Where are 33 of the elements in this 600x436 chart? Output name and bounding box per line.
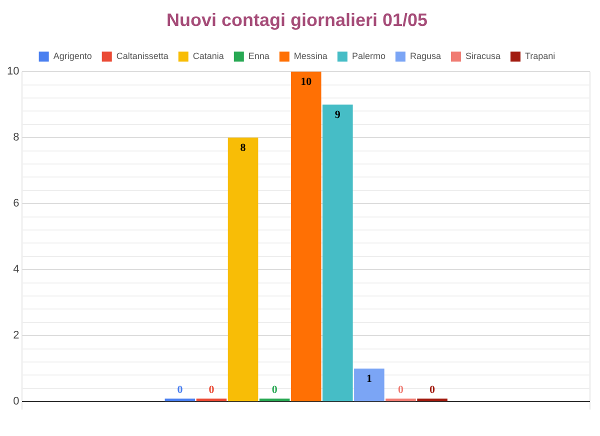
bar	[386, 398, 416, 402]
y-tick-label: 2	[13, 330, 20, 342]
legend-label: Enna	[248, 51, 270, 62]
data-label: 0	[177, 384, 184, 396]
bar	[290, 72, 322, 402]
legend-label: Siracusa	[465, 51, 500, 62]
legend-label: Caltanissetta	[116, 51, 168, 62]
y-tick-label: 0	[13, 396, 20, 408]
bar	[196, 398, 227, 402]
legend-label: Ragusa	[410, 51, 441, 62]
data-label: 0	[208, 384, 215, 396]
data-label: 0	[430, 384, 436, 396]
y-tick-label: 8	[13, 132, 20, 144]
legend-label: Palermo	[352, 51, 386, 62]
data-label: 0	[398, 384, 404, 396]
y-tick-label: 6	[13, 198, 20, 210]
legend-label: Catania	[192, 51, 224, 62]
y-tick-label: 4	[13, 264, 20, 276]
chart-title: Nuovi contagi giornalieri 01/05	[166, 10, 428, 30]
data-label: 9	[334, 108, 341, 121]
bar	[322, 104, 353, 402]
data-label: 1	[366, 372, 372, 385]
bar	[164, 398, 196, 402]
bar	[259, 398, 290, 402]
bar	[417, 398, 448, 402]
data-label: 0	[272, 384, 278, 396]
data-label: 8	[240, 142, 246, 154]
bar	[228, 138, 258, 402]
y-tick-label: 10	[6, 66, 20, 78]
legend-label: Trapani	[524, 51, 556, 62]
legend-label: Messina	[294, 51, 328, 62]
data-label: 10	[300, 76, 312, 88]
legend-label: Agrigento	[53, 51, 92, 62]
